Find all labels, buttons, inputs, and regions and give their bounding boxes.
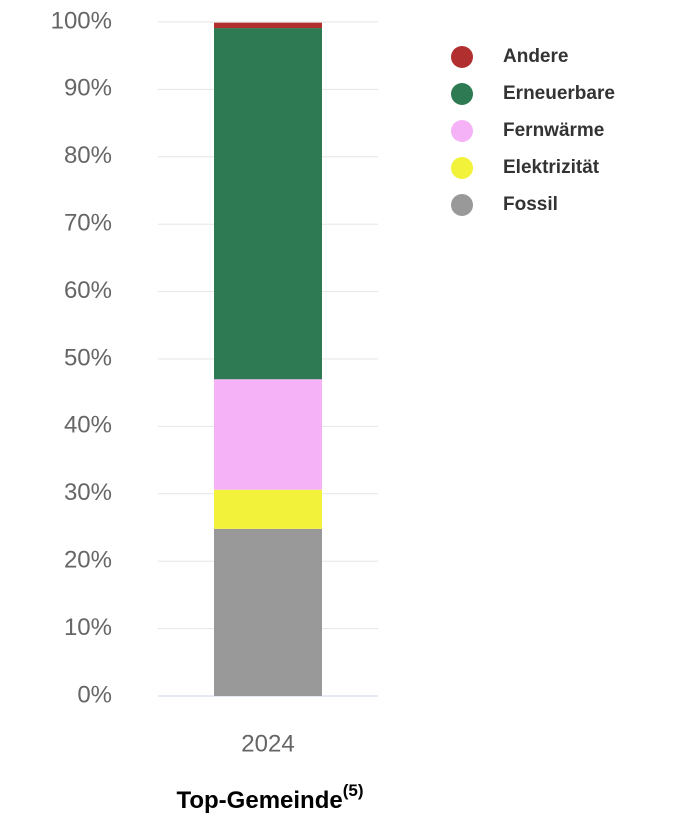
y-tick-label: 40%: [64, 412, 112, 439]
x-tick-label: 2024: [241, 730, 294, 757]
y-tick-label: 70%: [64, 210, 112, 237]
y-tick-label: 80%: [64, 142, 112, 169]
y-tick-label: 20%: [64, 547, 112, 574]
y-tick-label: 0%: [77, 681, 112, 708]
x-axis-title: Top-Gemeinde(5): [176, 781, 363, 814]
legend-label: Erneuerbare: [503, 83, 615, 104]
y-tick-label: 100%: [51, 7, 112, 34]
footnote: (5): [343, 781, 364, 800]
bar-segment: [214, 22, 322, 29]
legend-label: Elektrizität: [503, 157, 600, 178]
legend-marker: [451, 83, 473, 105]
y-tick-label: 10%: [64, 614, 112, 641]
legend-marker: [451, 46, 473, 68]
legend-label: Andere: [503, 46, 568, 67]
bar-segment: [214, 28, 322, 380]
legend-label: Fossil: [503, 194, 558, 215]
legend-label: Fernwärme: [503, 120, 604, 141]
y-tick-label: 30%: [64, 479, 112, 506]
bar-segment: [214, 489, 322, 529]
y-tick-label: 60%: [64, 277, 112, 304]
legend-marker: [451, 157, 473, 179]
legend-marker: [451, 120, 473, 142]
y-tick-label: 90%: [64, 75, 112, 102]
bar-segment: [214, 379, 322, 490]
y-tick-label: 50%: [64, 344, 112, 371]
bar-segment: [214, 528, 322, 696]
legend-marker: [451, 194, 473, 216]
x-axis-label: Top-Gemeinde: [176, 787, 342, 814]
